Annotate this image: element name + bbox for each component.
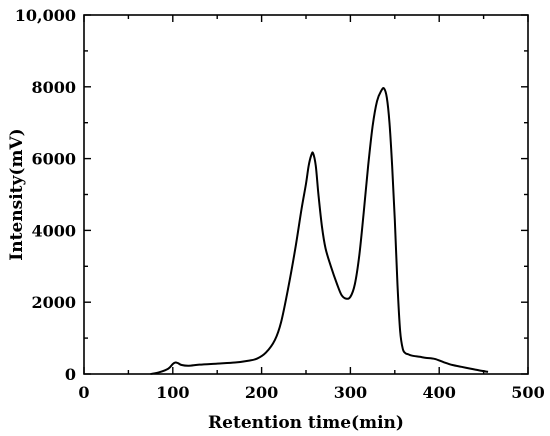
plot-frame xyxy=(83,14,529,375)
y-axis-ticks: 0 2000 4000 6000 8000 10,000 xyxy=(15,6,528,384)
x-tick-label: 400 xyxy=(422,383,455,402)
x-tick-label: 100 xyxy=(156,383,189,402)
series-line xyxy=(150,87,489,375)
y-tick-label: 6000 xyxy=(31,150,76,169)
x-tick-label: 200 xyxy=(245,383,278,402)
plot-area xyxy=(83,14,529,375)
x-axis-title: Retention time(min) xyxy=(208,413,404,433)
y-tick-label: 4000 xyxy=(31,221,76,240)
x-tick-label: 0 xyxy=(78,383,89,402)
y-axis-title: Intensity(mV) xyxy=(7,128,27,260)
y-tick-label: 8000 xyxy=(31,78,76,97)
y-tick-label: 10,000 xyxy=(15,6,76,25)
y-tick-label: 0 xyxy=(65,365,76,384)
x-axis-ticks: 0 100 200 300 400 500 xyxy=(78,15,545,402)
y-tick-label: 2000 xyxy=(31,293,76,312)
x-tick-label: 500 xyxy=(511,383,544,402)
x-tick-label: 300 xyxy=(334,383,367,402)
